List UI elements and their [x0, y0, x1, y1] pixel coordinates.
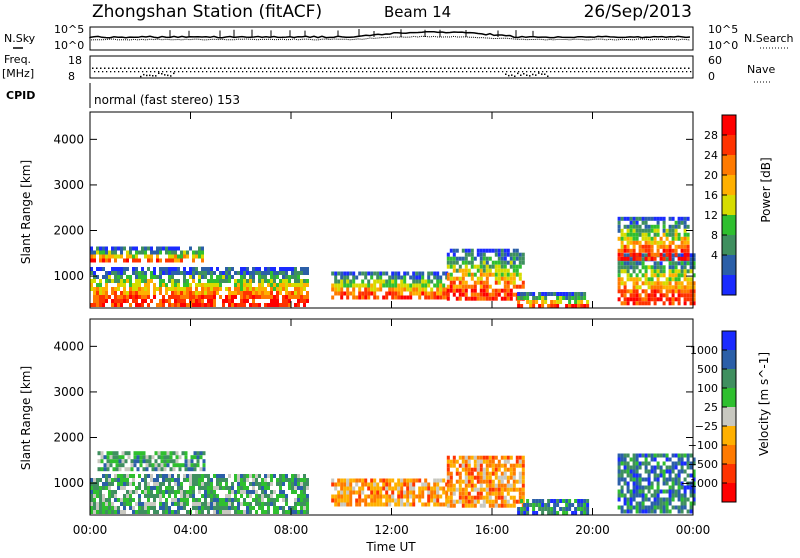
time-tick-label: 12:00: [374, 523, 409, 537]
power-colorbar-tick: 28: [704, 129, 718, 142]
velocity-echo-region: [90, 474, 309, 514]
power-echo-region: [446, 248, 525, 301]
nave-label: Nave: [747, 63, 775, 76]
velocity-ytick-label: 2000: [53, 431, 84, 445]
noise-search-label: N.Search: [744, 32, 794, 45]
velocity-colorbar-tick: 500: [697, 363, 718, 376]
power-colorbar-swatch: [722, 275, 736, 296]
time-tick-label: 08:00: [274, 523, 309, 537]
velocity-panel: 1000 2000 3000 4000 Slant Range [km] 1000 50…: [19, 318, 771, 516]
freq-tick-top: 18: [68, 54, 82, 67]
velocity-colorbar-swatch: [722, 331, 736, 351]
power-colorbar-swatch: [722, 115, 736, 136]
station-title: Zhongshan Station (fitACF): [92, 2, 322, 22]
velocity-echo-region: [517, 499, 590, 515]
noise-tick-top-right: 10^5: [708, 23, 738, 36]
velocity-colorbar-swatch: [722, 407, 736, 427]
velocity-echoes: [90, 451, 696, 515]
velocity-echo-region: [331, 478, 449, 507]
velocity-ytick-label: 4000: [53, 339, 84, 353]
power-echo-region: [90, 267, 309, 307]
velocity-colorbar-tick: 100: [697, 382, 718, 395]
beam-label: Beam 14: [384, 3, 451, 21]
power-echo-region: [617, 216, 690, 261]
velocity-colorbar-swatch: [722, 426, 736, 446]
velocity-colorbar-swatch: [722, 464, 736, 484]
power-echo-region: [517, 292, 590, 308]
freq-unit-label: [MHz]: [2, 67, 34, 80]
power-colorbar-swatch: [722, 135, 736, 156]
freq-tick-bottom: 8: [68, 70, 75, 83]
velocity-ytick-label: 3000: [53, 385, 84, 399]
noise-tick-bottom-left: 10^0: [54, 39, 84, 52]
noise-panel: N.Sky N.Search 10^5 10^0 10^5 10^0: [4, 23, 794, 52]
velocity-colorbar-swatch: [722, 445, 736, 465]
power-colorbar-swatch: [722, 235, 736, 256]
power-echo-region: [90, 246, 204, 263]
time-tick-label: 00:00: [676, 523, 711, 537]
velocity-colorbar-tick: −100: [688, 439, 718, 452]
velocity-colorbar-tick: −25: [695, 420, 718, 433]
power-panel: 1000 2000 3000 4000 Slant Range [km] 28 24 20…: [19, 111, 773, 309]
power-colorbar-label: Power [dB]: [759, 157, 773, 222]
velocity-ytick-label: 1000: [53, 476, 84, 490]
time-axis: 00:00 04:00 08:00 12:00 16:00 20:00 00:00: [73, 112, 711, 537]
power-colorbar-tick: 4: [711, 249, 718, 262]
velocity-colorbar-tick: −500: [688, 458, 718, 471]
power-colorbar-tick: 16: [704, 189, 718, 202]
time-axis-label: Time UT: [365, 540, 416, 554]
power-ylabel: Slant Range [km]: [19, 160, 33, 264]
time-tick-label: 04:00: [173, 523, 208, 537]
velocity-echo-region: [97, 451, 206, 472]
time-tick-label: 16:00: [475, 523, 510, 537]
velocity-ylabel: Slant Range [km]: [19, 366, 33, 470]
velocity-colorbar-swatch: [722, 369, 736, 389]
power-colorbar-tick: 8: [711, 229, 718, 242]
power-colorbar-tick: 12: [704, 209, 718, 222]
power-ytick-label: 2000: [53, 224, 84, 238]
power-colorbar-swatch: [722, 255, 736, 276]
power-colorbar-swatch: [722, 155, 736, 176]
cpid-text: normal (fast stereo) 153: [94, 93, 240, 107]
date-label: 26/Sep/2013: [584, 2, 692, 22]
frequency-panel: Freq. [MHz] 18 8 60 0 Nave: [2, 53, 775, 83]
velocity-colorbar-swatch: [722, 388, 736, 408]
noise-tick-top-left: 10^5: [54, 23, 84, 36]
power-ytick-label: 1000: [53, 269, 84, 283]
power-ytick-label: 3000: [53, 178, 84, 192]
power-echo-region: [617, 253, 696, 306]
power-ytick-label: 4000: [53, 132, 84, 146]
noise-tick-bottom-right: 10^0: [708, 39, 738, 52]
velocity-colorbar-swatch: [722, 350, 736, 370]
power-colorbar-tick: 24: [704, 149, 718, 162]
velocity-colorbar-tick: 1000: [690, 344, 718, 357]
time-tick-label: 00:00: [73, 523, 108, 537]
cpid-label: CPID: [6, 89, 35, 102]
power-colorbar-tick: 20: [704, 169, 718, 182]
noise-sky-line: [89, 30, 691, 39]
velocity-colorbar-tick: 25: [704, 401, 718, 414]
power-colorbar-swatch: [722, 195, 736, 216]
freq-label: Freq.: [4, 53, 31, 66]
velocity-echo-region: [446, 455, 525, 508]
noise-search-line: [89, 35, 691, 41]
time-tick-label: 20:00: [575, 523, 610, 537]
nave-tick-bottom: 0: [708, 70, 715, 83]
power-echoes: [90, 216, 696, 308]
nave-tick-top: 60: [708, 54, 722, 67]
noise-sky-label: N.Sky: [4, 32, 36, 45]
power-colorbar-swatch: [722, 175, 736, 196]
velocity-colorbar-swatch: [722, 483, 736, 503]
velocity-colorbar-tick: −1000: [681, 477, 718, 490]
power-echo-region: [331, 271, 449, 300]
velocity-colorbar-label: Velocity [m s^-1]: [757, 352, 771, 456]
power-colorbar-swatch: [722, 215, 736, 236]
velocity-echo-region: [617, 453, 696, 514]
